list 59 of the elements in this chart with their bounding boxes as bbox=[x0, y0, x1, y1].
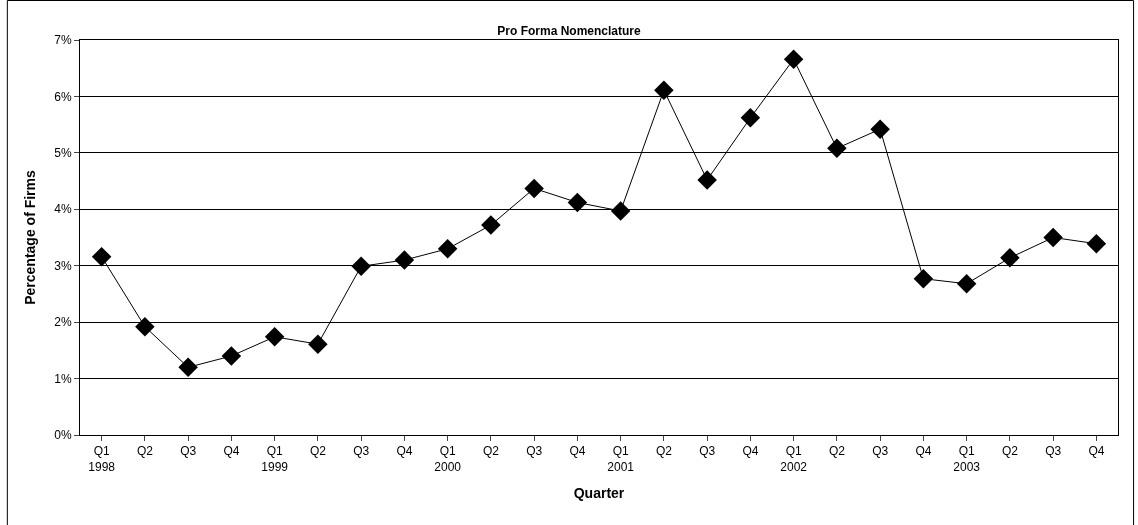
point bbox=[221, 346, 242, 366]
x-tick-label: Q2 bbox=[655, 444, 673, 459]
x-tick-label: Q3 bbox=[180, 444, 197, 459]
x-tick-label: Q3 bbox=[526, 444, 543, 459]
y-tick-label: 2% bbox=[54, 315, 72, 330]
point bbox=[1000, 248, 1020, 268]
y-tick-label: 4% bbox=[54, 202, 72, 217]
x-tick-label: Q1 2001 bbox=[607, 444, 635, 474]
x-tick-label: Q2 bbox=[482, 444, 500, 459]
point bbox=[783, 49, 804, 69]
y-tick-label: 7% bbox=[54, 33, 72, 48]
point bbox=[1086, 233, 1107, 254]
x-tick-label: Q4 bbox=[223, 444, 240, 459]
y-tick-label: 0% bbox=[54, 428, 72, 443]
x-tick-label: Q2 bbox=[1001, 444, 1019, 459]
x-axis-title: Quarter bbox=[573, 485, 625, 502]
x-tick-label: Q3 bbox=[353, 444, 370, 459]
x-tick-label: Q2 bbox=[828, 444, 846, 459]
point bbox=[654, 80, 674, 100]
point bbox=[827, 138, 847, 159]
point bbox=[740, 108, 761, 128]
point bbox=[956, 274, 977, 294]
y-tick-label: 5% bbox=[54, 146, 72, 161]
point bbox=[308, 334, 328, 354]
point bbox=[135, 316, 155, 337]
x-tick-label: Q4 bbox=[396, 444, 413, 459]
chart-title: Pro Forma Nomenclature bbox=[497, 23, 642, 38]
y-axis-title: Percentage of Firms bbox=[21, 169, 38, 305]
x-tick-label: Q4 bbox=[915, 444, 932, 459]
x-tick-label: Q1 1998 bbox=[88, 444, 116, 474]
point bbox=[351, 256, 371, 277]
point bbox=[524, 178, 544, 199]
y-tick-label: 6% bbox=[54, 89, 72, 104]
x-tick-label: Q3 bbox=[1045, 444, 1062, 459]
x-tick-label: Q3 bbox=[872, 444, 889, 459]
x-tick-label: Q4 bbox=[569, 444, 586, 459]
point bbox=[1043, 227, 1063, 248]
point bbox=[481, 215, 501, 235]
x-tick-label: Q1 2000 bbox=[434, 444, 462, 474]
y-tick-label: 1% bbox=[54, 371, 72, 386]
x-tick-label: Q4 bbox=[742, 444, 759, 459]
x-tick-label: Q2 bbox=[309, 444, 327, 459]
point bbox=[697, 170, 717, 190]
y-tick-label: 3% bbox=[54, 258, 72, 273]
point bbox=[567, 192, 588, 213]
x-tick-label: Q1 2003 bbox=[953, 444, 981, 474]
point bbox=[264, 327, 285, 347]
x-tick-label: Q1 1999 bbox=[261, 444, 289, 474]
x-tick-label: Q2 bbox=[136, 444, 154, 459]
point bbox=[91, 246, 112, 267]
x-tick-label: Q4 bbox=[1088, 444, 1105, 459]
point bbox=[913, 268, 934, 289]
x-tick-label: Q3 bbox=[699, 444, 716, 459]
point bbox=[870, 119, 890, 139]
point bbox=[394, 250, 415, 270]
point bbox=[178, 357, 198, 378]
point bbox=[610, 201, 631, 221]
point bbox=[437, 239, 458, 259]
x-tick-label: Q1 2002 bbox=[780, 444, 808, 474]
